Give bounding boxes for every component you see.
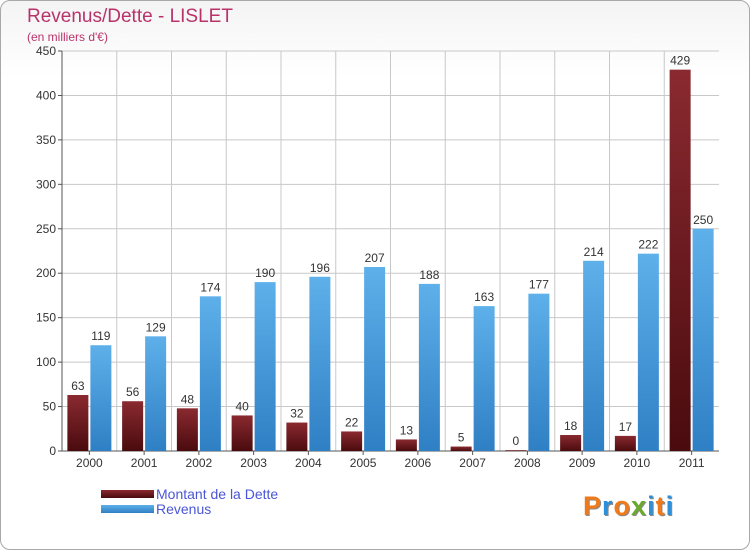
logo-letter: P	[583, 491, 603, 521]
y-tick-label: 400	[36, 88, 56, 102]
logo-letter: o	[613, 491, 632, 521]
bar-dette	[231, 415, 253, 451]
legend-label-dette: Montant de la Dette	[156, 486, 279, 502]
data-label-dette: 40	[235, 399, 249, 413]
data-label-dette: 17	[619, 420, 633, 434]
logo-letter: r	[602, 491, 614, 521]
y-tick-label: 450	[36, 44, 56, 58]
data-label-dette: 63	[71, 379, 85, 393]
data-label-dette: 0	[513, 434, 520, 448]
logo-letter: t	[655, 491, 666, 521]
x-tick-label: 2009	[569, 456, 596, 470]
x-tick-label: 2003	[240, 456, 267, 470]
y-tick-label: 100	[36, 355, 56, 369]
chart-subtitle: (en milliers d'€)	[27, 30, 108, 44]
data-label-revenus: 196	[310, 261, 330, 275]
legend-label-revenus: Revenus	[156, 501, 212, 517]
x-tick-label: 2005	[350, 456, 377, 470]
bar-dette	[176, 408, 198, 451]
bar-revenus	[309, 276, 331, 451]
data-label-dette: 429	[670, 54, 690, 68]
x-tick-label: 2008	[514, 456, 541, 470]
x-tick-label: 2011	[679, 456, 705, 470]
x-tick-label: 2004	[295, 456, 322, 470]
bar-dette	[341, 431, 363, 451]
bar-revenus	[418, 283, 440, 451]
bar-dette	[122, 401, 144, 451]
legend-swatch-revenus	[101, 505, 154, 513]
data-label-revenus: 214	[584, 245, 604, 259]
data-label-revenus: 129	[146, 320, 166, 334]
data-label-dette: 32	[290, 407, 304, 421]
bar-dette	[560, 435, 582, 451]
data-label-dette: 22	[345, 415, 359, 429]
data-label-revenus: 207	[365, 251, 385, 265]
x-tick-label: 2007	[459, 456, 486, 470]
grid-layer	[62, 50, 719, 451]
x-tick-label: 2001	[131, 456, 158, 470]
data-label-dette: 48	[181, 392, 195, 406]
data-label-dette: 13	[400, 423, 414, 437]
bar-revenus	[364, 267, 386, 451]
x-tick-label: 2006	[405, 456, 432, 470]
bar-revenus	[254, 282, 276, 451]
x-tick-label: 2010	[624, 456, 651, 470]
y-tick-label: 250	[36, 222, 56, 236]
data-label-revenus: 177	[529, 278, 549, 292]
bar-dette	[505, 450, 527, 451]
bar-layer	[67, 69, 714, 452]
data-label-dette: 5	[458, 431, 465, 445]
bar-dette	[395, 439, 417, 451]
bar-dette	[669, 69, 691, 452]
data-label-revenus: 188	[419, 268, 439, 282]
bar-dette	[67, 395, 89, 451]
y-tick-label: 300	[36, 177, 56, 191]
y-tick-label: 0	[49, 444, 56, 458]
logo-letter: i	[665, 491, 675, 521]
data-label-revenus: 174	[200, 280, 220, 294]
logo-letter: x	[631, 491, 648, 521]
data-label-revenus: 163	[474, 290, 494, 304]
y-tick-label: 350	[36, 133, 56, 147]
bar-dette	[450, 446, 472, 451]
legend-swatch-dette	[101, 490, 154, 498]
y-tick-label: 50	[43, 400, 57, 414]
data-label-revenus: 222	[638, 238, 658, 252]
y-tick-label: 150	[36, 311, 56, 325]
data-label-dette: 18	[564, 419, 578, 433]
y-tick-label: 200	[36, 266, 56, 280]
bar-revenus	[583, 260, 605, 451]
bar-revenus	[473, 306, 495, 451]
x-tick-label: 2000	[76, 456, 103, 470]
x-tick-label: 2002	[186, 456, 213, 470]
bar-dette	[614, 435, 636, 451]
bar-revenus	[145, 336, 167, 451]
logo-letter: i	[647, 491, 656, 521]
bar-revenus	[692, 228, 714, 451]
bar-dette	[286, 422, 308, 451]
bar-revenus	[90, 345, 112, 451]
data-label-dette: 56	[126, 385, 140, 399]
bar-revenus	[637, 253, 659, 451]
label-layer: 63 119 56 129 48 174 40 190 32 196 22 207 13 188 5 163 0…	[71, 54, 713, 449]
bar-revenus	[199, 296, 221, 451]
chart-title: Revenus/Dette - LISLET	[27, 6, 233, 27]
bar-revenus	[528, 293, 550, 451]
data-label-revenus: 190	[255, 266, 275, 280]
data-label-revenus: 250	[693, 213, 713, 227]
proxiti-logo: Proxiti	[583, 491, 674, 522]
data-label-revenus: 119	[91, 329, 110, 343]
